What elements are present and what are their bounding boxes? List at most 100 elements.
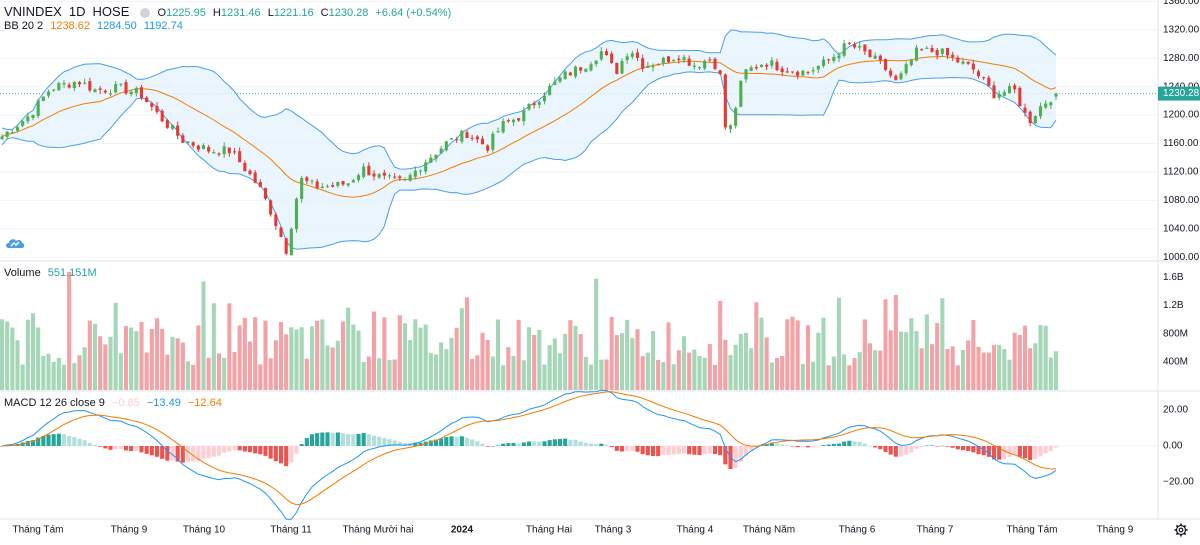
candle-body bbox=[790, 71, 795, 73]
volume-bar bbox=[542, 364, 547, 390]
cloud-logo-icon[interactable] bbox=[4, 236, 26, 250]
volume-bar bbox=[263, 320, 268, 390]
volume-bar bbox=[41, 356, 46, 390]
volume-bar bbox=[413, 319, 418, 390]
candle-body bbox=[976, 71, 981, 77]
time-axis-label: Tháng 4 bbox=[677, 525, 714, 536]
volume-bar bbox=[1002, 349, 1007, 390]
candle-body bbox=[274, 214, 278, 226]
volume-bar bbox=[650, 331, 656, 390]
macd-histogram-bar bbox=[526, 441, 532, 446]
candle-body bbox=[522, 110, 526, 122]
macd-histogram-bar bbox=[46, 434, 51, 446]
volume-bar bbox=[940, 298, 945, 390]
volume-bar bbox=[929, 344, 935, 390]
bb-legend[interactable]: BB 20 2 1238.62 1284.50 1192.74 bbox=[4, 20, 187, 32]
macd-histogram-bar bbox=[108, 446, 113, 450]
macd-histogram-bar bbox=[41, 435, 46, 446]
candle-body bbox=[439, 148, 443, 154]
time-axis-label: Tháng Tám bbox=[1007, 525, 1058, 536]
candle-body bbox=[31, 115, 35, 118]
candle-body bbox=[703, 60, 707, 69]
macd-histogram-bar bbox=[449, 436, 454, 446]
volume-bar bbox=[98, 336, 103, 390]
macd-histogram-bar bbox=[542, 441, 547, 446]
candle-body bbox=[227, 147, 231, 154]
candle-body bbox=[480, 138, 485, 145]
volume-bar bbox=[216, 353, 222, 390]
ohlc-open-label: O bbox=[157, 7, 167, 19]
candle-body bbox=[945, 47, 950, 56]
candle-body bbox=[594, 60, 598, 65]
eye-icon[interactable] bbox=[140, 8, 151, 19]
volume-bar bbox=[470, 359, 475, 390]
bb-upper-value: 1284.50 bbox=[97, 20, 137, 32]
gear-icon[interactable] bbox=[1174, 523, 1188, 537]
candle-body bbox=[356, 175, 361, 181]
volume-legend[interactable]: Volume 551.151M bbox=[4, 267, 101, 279]
volume-bar bbox=[475, 355, 480, 390]
volume-bar bbox=[377, 358, 382, 390]
candle-body bbox=[956, 57, 960, 63]
macd-histogram-bar bbox=[377, 436, 382, 446]
macd-histogram-bar bbox=[940, 445, 945, 447]
volume-bar bbox=[154, 318, 160, 390]
macd-histogram-bar bbox=[650, 446, 656, 457]
volume-bar bbox=[867, 343, 873, 390]
candle-body bbox=[362, 166, 366, 177]
price-tag: 1230.28 bbox=[1163, 88, 1200, 99]
macd-legend[interactable]: MACD 12 26 close 9 −0.85 −13.49 −12.64 bbox=[4, 397, 226, 409]
macd-histogram-bar bbox=[289, 446, 294, 463]
volume-bar bbox=[123, 326, 129, 390]
time-axis-label: Tháng 11 bbox=[270, 525, 312, 536]
volume-bar bbox=[340, 321, 346, 390]
volume-bar bbox=[330, 347, 335, 390]
volume-bar bbox=[20, 364, 25, 390]
volume-bar bbox=[397, 315, 402, 390]
ohlc-change: +6.64 (+0.54%) bbox=[375, 7, 452, 19]
macd-histogram-bar bbox=[273, 446, 278, 462]
candle-body bbox=[579, 67, 583, 71]
volume-bar bbox=[1043, 325, 1048, 390]
macd-histogram-bar bbox=[506, 443, 511, 446]
macd-histogram-bar bbox=[976, 446, 981, 455]
volume-bar bbox=[733, 344, 738, 390]
volume-bar bbox=[971, 320, 976, 390]
symbol-label[interactable]: VNINDEX bbox=[4, 4, 62, 19]
volume-bar bbox=[485, 340, 490, 390]
macd-histogram-bar bbox=[263, 446, 268, 456]
volume-bar bbox=[273, 340, 278, 390]
volume-bar bbox=[842, 354, 847, 390]
volume-bar bbox=[552, 338, 557, 390]
candle-body bbox=[160, 110, 164, 122]
volume-bar bbox=[335, 340, 340, 390]
volume-bar bbox=[666, 322, 671, 390]
macd-histogram-bar bbox=[1017, 446, 1022, 457]
candle-body bbox=[67, 84, 71, 88]
volume-bar bbox=[5, 321, 10, 390]
time-axis-label: Tháng 7 bbox=[917, 525, 954, 536]
volume-bar bbox=[904, 332, 909, 390]
volume-bar bbox=[366, 356, 371, 390]
candle-body bbox=[656, 64, 660, 66]
interval-label[interactable]: 1D bbox=[68, 4, 86, 19]
volume-bar bbox=[459, 308, 464, 390]
price-axis-tick: 1280.00 bbox=[1163, 53, 1200, 64]
candle-body bbox=[987, 77, 991, 86]
macd-histogram-bar bbox=[537, 441, 542, 446]
time-axis-label: Tháng 6 bbox=[839, 525, 876, 536]
macd-histogram-bar bbox=[387, 439, 392, 446]
candle-body bbox=[191, 142, 195, 146]
macd-histogram-bar bbox=[924, 445, 929, 447]
volume-bar bbox=[501, 365, 506, 390]
candle-body bbox=[77, 82, 82, 85]
volume-bar bbox=[697, 355, 702, 390]
candle-body bbox=[775, 61, 779, 71]
macd-histogram-bar bbox=[464, 437, 470, 446]
candle-body bbox=[263, 188, 268, 199]
candle-body bbox=[801, 70, 805, 76]
volume-bar bbox=[211, 303, 216, 390]
volume-bar bbox=[408, 340, 413, 390]
